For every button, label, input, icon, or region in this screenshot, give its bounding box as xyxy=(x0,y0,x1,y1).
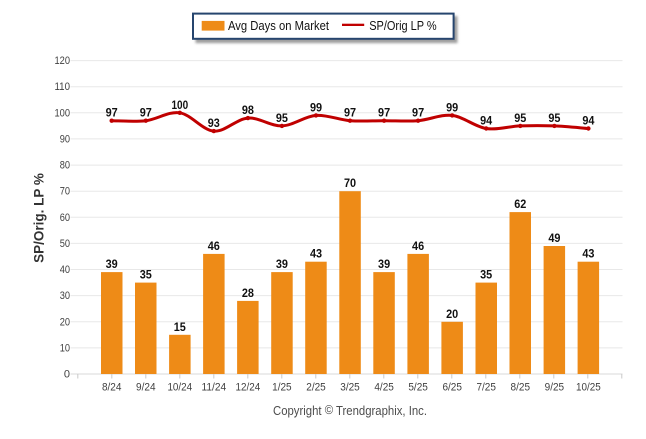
svg-text:94: 94 xyxy=(480,114,492,128)
svg-text:46: 46 xyxy=(208,239,220,253)
svg-text:10/25: 10/25 xyxy=(576,382,601,394)
svg-text:43: 43 xyxy=(310,247,322,261)
svg-text:90: 90 xyxy=(60,133,70,145)
svg-text:3/25: 3/25 xyxy=(340,382,360,394)
svg-text:30: 30 xyxy=(60,290,70,302)
svg-text:97: 97 xyxy=(106,106,118,120)
svg-text:28: 28 xyxy=(242,286,254,300)
svg-text:5/25: 5/25 xyxy=(408,382,428,394)
svg-text:99: 99 xyxy=(446,100,458,114)
svg-text:8/25: 8/25 xyxy=(511,382,531,394)
svg-text:7/25: 7/25 xyxy=(476,382,496,394)
svg-text:99: 99 xyxy=(310,100,322,114)
svg-text:43: 43 xyxy=(582,247,594,261)
svg-text:10/24: 10/24 xyxy=(167,382,192,394)
svg-text:46: 46 xyxy=(412,239,424,253)
svg-text:62: 62 xyxy=(514,197,526,211)
svg-text:97: 97 xyxy=(378,106,390,120)
svg-text:94: 94 xyxy=(582,114,594,128)
svg-text:9/25: 9/25 xyxy=(545,382,565,394)
svg-text:39: 39 xyxy=(106,257,118,271)
svg-text:39: 39 xyxy=(378,257,390,271)
svg-text:12/24: 12/24 xyxy=(236,382,261,394)
svg-text:4/25: 4/25 xyxy=(374,382,394,394)
svg-text:6/25: 6/25 xyxy=(442,382,462,394)
svg-text:60: 60 xyxy=(60,212,70,224)
svg-text:100: 100 xyxy=(55,107,71,119)
svg-text:97: 97 xyxy=(412,106,424,120)
svg-text:SP/Orig LP %: SP/Orig LP % xyxy=(369,18,437,33)
svg-text:110: 110 xyxy=(55,81,71,93)
svg-text:2/25: 2/25 xyxy=(306,382,326,394)
svg-text:100: 100 xyxy=(171,98,188,112)
svg-text:20: 20 xyxy=(60,316,70,328)
svg-text:15: 15 xyxy=(174,320,186,334)
svg-text:11/24: 11/24 xyxy=(201,382,226,394)
svg-text:SP/Orig. LP %: SP/Orig. LP % xyxy=(32,173,47,263)
svg-text:95: 95 xyxy=(514,111,526,125)
svg-text:20: 20 xyxy=(446,307,458,321)
svg-text:8/24: 8/24 xyxy=(102,382,122,394)
svg-text:Avg Days on Market: Avg Days on Market xyxy=(228,18,329,33)
svg-text:70: 70 xyxy=(60,186,70,198)
svg-text:97: 97 xyxy=(344,106,356,120)
svg-text:95: 95 xyxy=(276,111,288,125)
svg-text:120: 120 xyxy=(55,55,71,67)
svg-text:98: 98 xyxy=(242,103,254,117)
svg-text:80: 80 xyxy=(60,160,70,172)
svg-text:50: 50 xyxy=(60,238,70,250)
svg-text:39: 39 xyxy=(276,257,288,271)
svg-text:10: 10 xyxy=(60,342,70,354)
svg-text:70: 70 xyxy=(344,176,356,190)
svg-text:49: 49 xyxy=(548,231,560,245)
svg-text:35: 35 xyxy=(140,268,152,282)
svg-text:97: 97 xyxy=(140,106,152,120)
svg-text:1/25: 1/25 xyxy=(272,382,292,394)
svg-text:Copyright © Trendgraphix, Inc.: Copyright © Trendgraphix, Inc. xyxy=(273,403,427,418)
svg-text:9/24: 9/24 xyxy=(136,382,156,394)
svg-text:40: 40 xyxy=(60,264,70,276)
svg-text:95: 95 xyxy=(548,111,560,125)
svg-text:93: 93 xyxy=(208,116,220,130)
svg-text:35: 35 xyxy=(480,268,492,282)
svg-text:0: 0 xyxy=(64,369,70,381)
